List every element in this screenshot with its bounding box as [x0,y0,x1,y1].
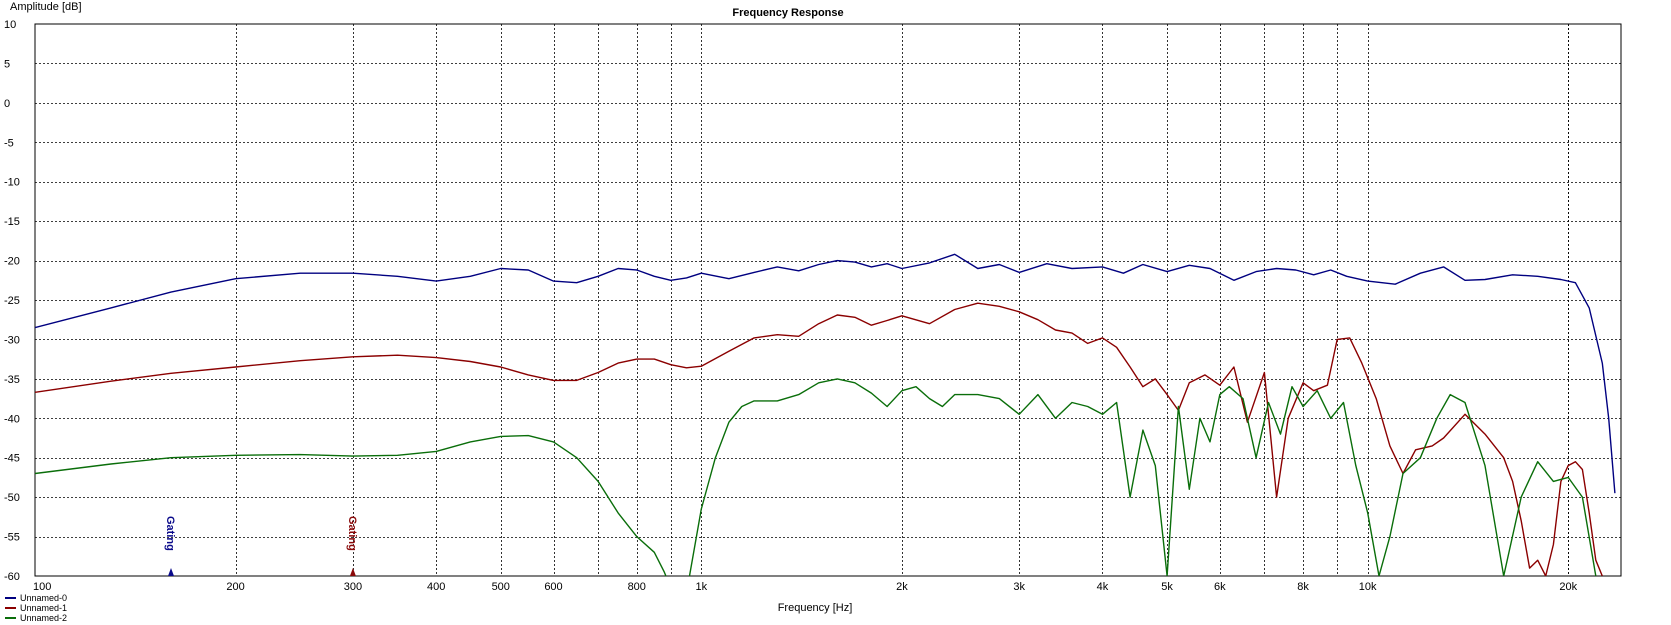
series-lines [35,253,1616,576]
x-tick-label: 1k [696,581,708,593]
y-tick-label: -15 [4,216,20,228]
x-tick-label: 800 [628,581,646,593]
x-tick-label: 600 [544,581,562,593]
legend-swatch-1 [5,607,16,609]
legend-swatch-2 [5,617,16,619]
x-tick-label: 200 [226,581,244,593]
x-tick-label: 6k [1214,581,1226,593]
legend-swatch-0 [5,597,16,599]
gating-marker-label: Gating [164,516,176,551]
x-tick-label: 3k [1013,581,1025,593]
x-axis-ticks: 100 200 300 400 500 600 800 1k 2k 3k 4k 5k 6k 8k 10k 20… [33,581,1578,593]
legend-label-2: Unnamed-2 [20,613,68,623]
x-tick-label: 20k [1559,581,1577,593]
x-tick-label: 2k [896,581,908,593]
gating-arrow-icon [349,568,356,576]
y-tick-label: -55 [4,532,20,544]
plot-grid [35,24,1621,576]
y-tick-label: -20 [4,256,20,268]
gating-marker-label: Gating [346,516,358,551]
x-tick-label: 4k [1097,581,1109,593]
y-tick-label: 10 [4,19,16,31]
y-tick-label: 0 [4,98,10,110]
legend-label-0: Unnamed-0 [20,593,68,603]
y-tick-label: -60 [4,571,20,583]
y-tick-label: -5 [4,137,14,149]
x-tick-label: 300 [344,581,362,593]
gating-arrow-icon [168,568,175,576]
y-tick-label: -50 [4,492,20,504]
x-tick-label: 5k [1161,581,1173,593]
y-axis-ticks: 10 5 0 -5 -10 -15 -20 -25 -30 -35 -40 -45 -50 -55 -60 [4,19,20,583]
x-axis-label: Frequency [Hz] [778,602,853,614]
plot-frame [34,23,1622,577]
gating-markers: Gating Gating [164,516,358,576]
legend-item: Unnamed-2 [5,613,67,623]
y-tick-label: -45 [4,453,20,465]
x-tick-label: 10k [1359,581,1377,593]
gating-marker: Gating [346,516,358,576]
x-tick-label: 400 [427,581,445,593]
y-tick-label: -35 [4,374,20,386]
x-tick-label: 100 [33,581,51,593]
series-line-0 [35,253,1616,494]
y-tick-label: -10 [4,177,20,189]
gating-marker: Gating [164,516,176,576]
series-line-2 [35,378,1597,576]
legend-item: Unnamed-0 [5,593,67,603]
legend-label-1: Unnamed-1 [20,603,68,613]
y-tick-label: 5 [4,58,10,70]
x-tick-label: 8k [1297,581,1309,593]
y-tick-label: -40 [4,413,20,425]
legend-item: Unnamed-1 [5,603,67,613]
y-axis-label: Amplitude [dB] [10,1,82,13]
chart-title: Frequency Response [732,7,843,19]
series-line-1 [35,302,1603,576]
legend: Unnamed-0 Unnamed-1 Unnamed-2 [5,593,67,623]
x-tick-label: 500 [492,581,510,593]
y-tick-label: -25 [4,295,20,307]
y-tick-label: -30 [4,334,20,346]
